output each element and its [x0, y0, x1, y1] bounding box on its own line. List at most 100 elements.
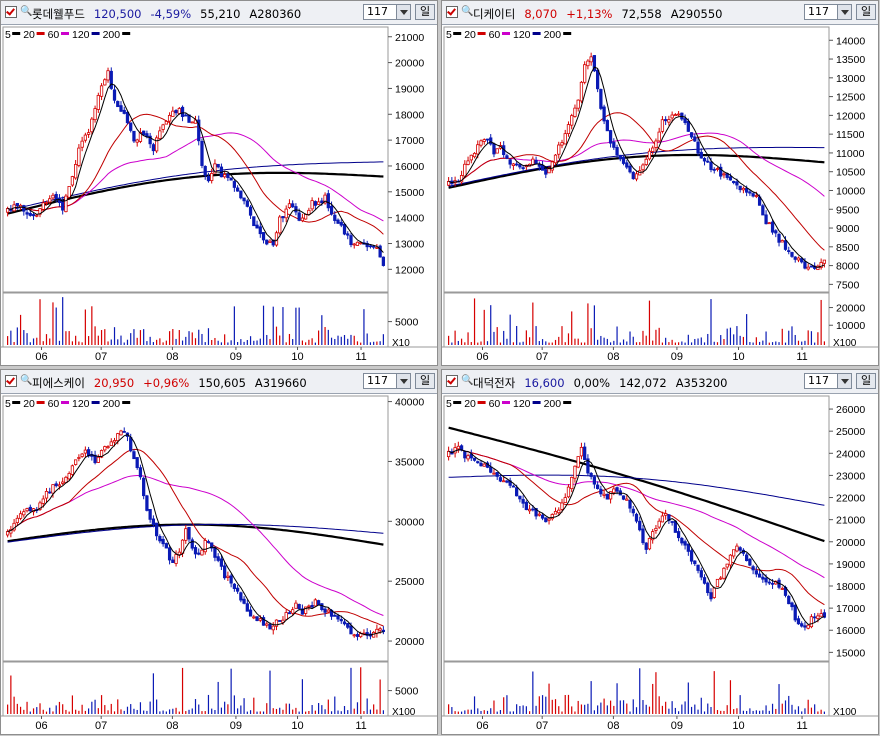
volume-bar — [496, 327, 498, 345]
ma-legend-label: 120 — [72, 398, 90, 410]
volume-bar — [156, 699, 158, 714]
volume-bar — [26, 701, 28, 714]
period-select[interactable]: 117 — [363, 4, 411, 20]
volume-bar — [178, 330, 180, 345]
search-icon[interactable]: 🔍 — [20, 375, 33, 386]
search-icon[interactable]: 🔍 — [461, 6, 474, 17]
period-select[interactable]: 117 — [804, 4, 852, 20]
volume-bar — [525, 330, 527, 345]
candle — [31, 214, 36, 217]
candle — [472, 152, 477, 158]
volume-bar — [652, 683, 654, 714]
volume-bar — [629, 331, 631, 345]
unit-button[interactable]: 일 — [415, 4, 435, 20]
volume-bar — [305, 711, 307, 714]
ma20-line — [7, 113, 384, 235]
checkbox-icon[interactable] — [5, 375, 17, 387]
volume-bar — [755, 710, 757, 714]
candle — [683, 541, 687, 546]
ma-legend-swatch — [502, 401, 510, 404]
volume-bar — [136, 337, 138, 345]
candle — [647, 538, 652, 550]
volume-bar — [652, 340, 654, 345]
candle — [313, 201, 317, 206]
x-tick-label: 06 — [35, 720, 47, 732]
volume-bar — [483, 710, 485, 714]
search-icon[interactable]: 🔍 — [461, 375, 474, 386]
candle — [316, 600, 321, 606]
candle — [255, 224, 259, 229]
ma120-line — [448, 146, 825, 187]
candle — [657, 520, 661, 528]
x-tick-label: 08 — [166, 351, 178, 363]
candle — [378, 628, 382, 631]
candle — [492, 143, 496, 155]
volume-bar — [519, 342, 521, 345]
candle — [693, 136, 697, 142]
candle — [35, 214, 39, 217]
volume-bar — [593, 710, 595, 714]
candle — [595, 69, 600, 90]
period-select[interactable]: 117 — [804, 373, 852, 389]
unit-button[interactable]: 일 — [856, 4, 876, 20]
candle — [599, 488, 603, 495]
y-tick-label: 21000 — [395, 32, 424, 44]
volume-bar — [100, 695, 103, 714]
checkbox-icon[interactable] — [5, 6, 17, 18]
volume-bar — [619, 342, 621, 345]
volume-bar — [324, 709, 326, 714]
candle — [48, 491, 52, 494]
panel-header: 🔍 피에스케이 20,950 +0,96% 150,605 A319660 117 일 — [1, 370, 437, 394]
search-icon[interactable]: 🔍 — [20, 6, 33, 17]
volume-bar — [678, 342, 680, 345]
volume-bar — [259, 338, 261, 345]
volume-bar — [139, 702, 142, 714]
chevron-down-icon[interactable] — [396, 374, 410, 388]
volume-bar — [123, 342, 125, 345]
volume-bar — [622, 700, 625, 714]
x-tick-label: 10 — [732, 351, 744, 363]
volume-bar — [143, 329, 145, 345]
volume-bar — [243, 341, 245, 345]
candle — [676, 531, 681, 539]
chevron-down-icon[interactable] — [837, 374, 851, 388]
candle — [693, 560, 697, 565]
unit-button[interactable]: 일 — [856, 373, 876, 389]
candle — [560, 502, 564, 510]
volume-bar — [535, 705, 537, 714]
candle — [129, 437, 133, 452]
candle — [142, 477, 146, 497]
volume-bar — [700, 337, 702, 345]
volume-bar — [522, 341, 524, 345]
candle — [103, 79, 107, 86]
chevron-down-icon[interactable] — [396, 5, 410, 19]
candle — [167, 114, 172, 122]
ma-legend-label: 5 — [446, 398, 452, 410]
chevron-down-icon[interactable] — [837, 5, 851, 19]
volume-bar — [451, 342, 453, 345]
volume-bar — [807, 699, 809, 714]
volume-bar — [321, 315, 323, 345]
y-tick-label: 15000 — [395, 187, 424, 199]
period-select[interactable]: 117 — [363, 373, 411, 389]
volume-bar — [204, 711, 206, 714]
volume-bar — [262, 711, 265, 714]
candle — [158, 130, 162, 139]
candle — [544, 517, 548, 523]
checkbox-icon[interactable] — [446, 375, 458, 387]
unit-button[interactable]: 일 — [415, 373, 435, 389]
volume-bar — [285, 342, 287, 345]
candle — [803, 625, 807, 628]
candle — [300, 608, 305, 615]
candle — [339, 619, 343, 622]
volume-bar — [217, 681, 219, 714]
ma-legend-swatch — [563, 401, 572, 404]
candle — [748, 558, 752, 566]
volume-bar — [690, 706, 693, 714]
volume-bar — [130, 333, 132, 345]
volume-bar — [168, 331, 171, 345]
checkbox-icon[interactable] — [446, 6, 458, 18]
ma-legend-label: 60 — [489, 398, 501, 410]
volume-bar — [123, 710, 125, 714]
volume-bar — [746, 314, 748, 345]
